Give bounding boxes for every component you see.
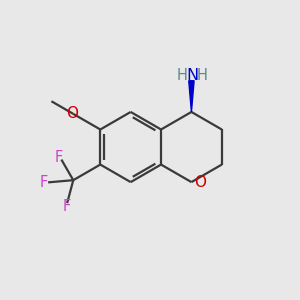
Text: H: H <box>197 68 208 83</box>
Text: F: F <box>63 199 71 214</box>
Text: H: H <box>177 68 188 83</box>
Text: F: F <box>55 150 63 165</box>
Text: O: O <box>194 175 206 190</box>
Polygon shape <box>189 81 194 112</box>
Text: O: O <box>66 106 78 122</box>
Text: F: F <box>40 175 48 190</box>
Text: N: N <box>186 68 198 83</box>
